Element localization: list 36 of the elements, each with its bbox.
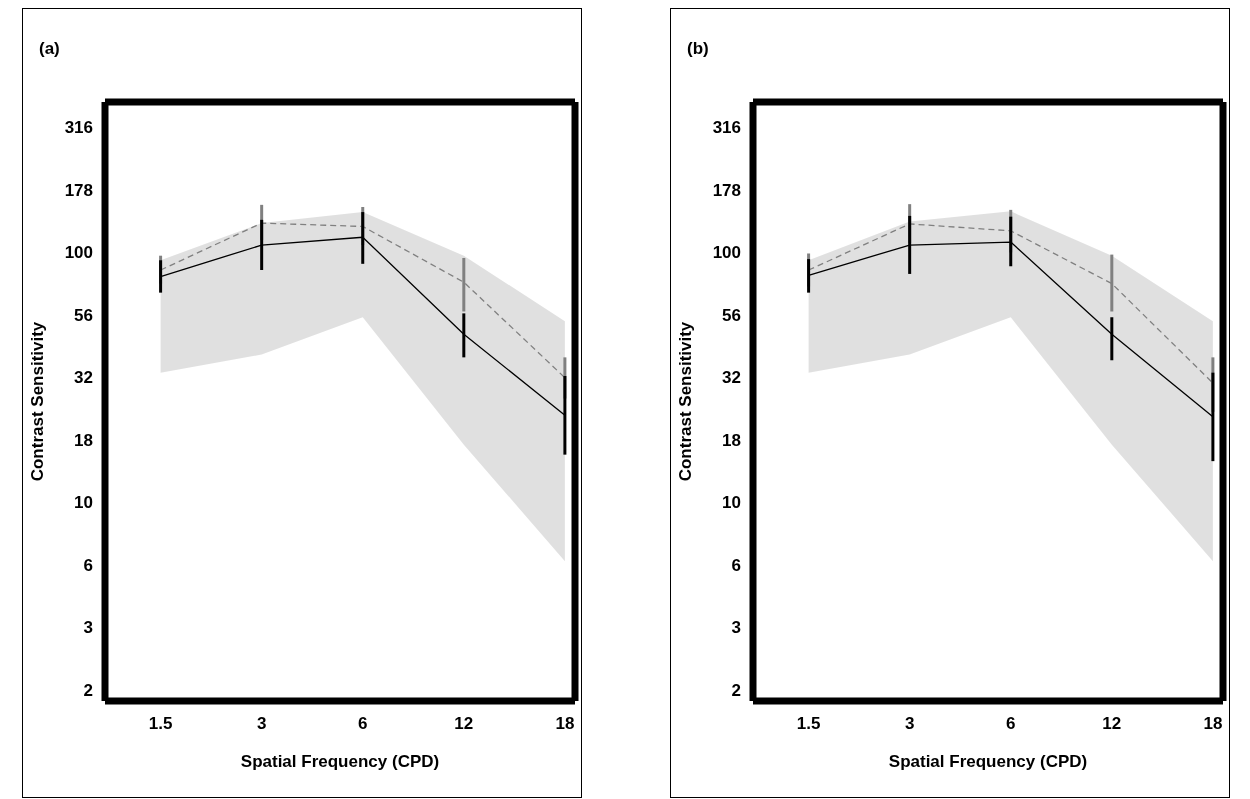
x-axis-title: Spatial Frequency (CPD): [888, 752, 1088, 771]
y-axis-title: Contrast Sensitivity: [676, 321, 696, 482]
y-tick-label: 32: [722, 368, 741, 388]
x-tick-label: 3: [904, 714, 915, 734]
y-tick-label: 2: [731, 680, 741, 700]
x-tick-label: 1.5: [148, 714, 173, 734]
y-tick-label: 18: [74, 430, 93, 450]
y-tick-label: 6: [731, 555, 741, 575]
x-tick-label: 1.5: [796, 714, 821, 734]
y-tick-label: 6: [83, 555, 93, 575]
y-tick-label: 316: [64, 118, 93, 138]
y-tick-label: 316: [712, 118, 741, 138]
y-axis-title: Contrast Sensitivity: [28, 321, 48, 482]
y-tick-label: 10: [722, 493, 741, 513]
y-tick-label: 100: [712, 243, 741, 263]
y-tick-label: 32: [74, 368, 93, 388]
y-tick-label: 2: [83, 680, 93, 700]
y-tick-label: 100: [64, 243, 93, 263]
y-tick-label: 178: [712, 180, 741, 200]
chart-title: (a): [39, 39, 60, 59]
x-tick-label: 18: [1203, 714, 1223, 734]
x-tick-label: 6: [1006, 714, 1016, 734]
y-tick-label: 18: [722, 430, 741, 450]
chart-title: (b): [687, 39, 709, 59]
x-tick-label: 12: [454, 714, 474, 734]
y-tick-label: 3: [731, 618, 741, 638]
x-tick-label: 12: [1102, 714, 1122, 734]
x-tick-label: 18: [555, 714, 575, 734]
y-tick-label: 56: [722, 305, 741, 325]
y-tick-label: 56: [74, 305, 93, 325]
x-tick-label: 3: [256, 714, 267, 734]
y-tick-label: 10: [74, 493, 93, 513]
x-axis-title: Spatial Frequency (CPD): [240, 752, 440, 771]
y-tick-label: 178: [64, 180, 93, 200]
y-tick-label: 3: [83, 618, 93, 638]
x-tick-label: 6: [358, 714, 368, 734]
